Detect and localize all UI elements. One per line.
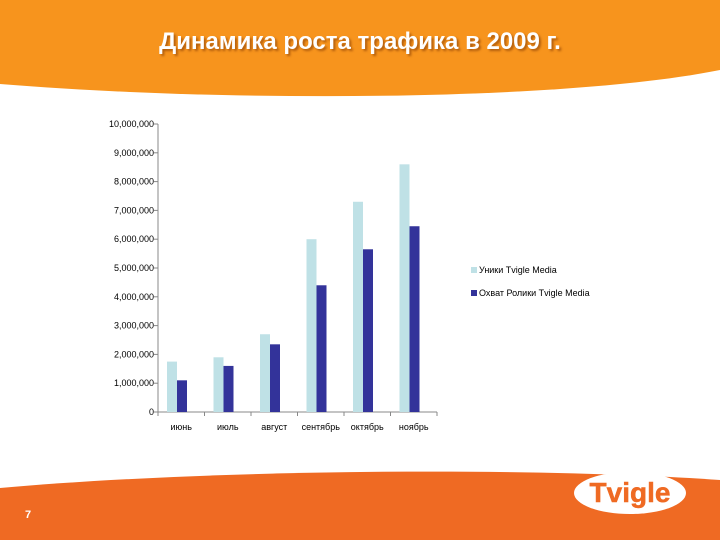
- bar-uniques: [260, 334, 270, 412]
- y-tick-label: 9,000,000: [114, 148, 154, 158]
- y-tick-label: 10,000,000: [109, 119, 154, 129]
- bar-reach: [409, 226, 420, 412]
- y-tick-label: 1,000,000: [114, 378, 154, 388]
- y-tick-label: 6,000,000: [114, 234, 154, 244]
- y-tick-label: 4,000,000: [114, 292, 154, 302]
- tvigle-logo: Tvigle: [574, 472, 686, 514]
- legend-swatch: [471, 290, 477, 296]
- header-band: [0, 0, 720, 97]
- bar-uniques: [306, 239, 317, 412]
- bar-uniques: [167, 361, 177, 412]
- y-tick-label: 0: [149, 407, 154, 417]
- bar-uniques: [399, 164, 410, 412]
- x-tick-label: август: [261, 422, 287, 432]
- bar-reach: [316, 285, 327, 412]
- legend-label: Уники Tvigle Media: [479, 265, 557, 275]
- bar-uniques: [353, 201, 363, 412]
- svg-text:Tvigle: Tvigle: [590, 477, 671, 508]
- bar-reach: [363, 249, 373, 412]
- legend-label: Охват Ролики Tvigle Media: [479, 288, 590, 298]
- x-tick-label: ноябрь: [399, 422, 429, 432]
- bar-reach: [270, 344, 280, 412]
- bar-reach: [223, 365, 234, 412]
- y-tick-label: 3,000,000: [114, 321, 154, 331]
- x-tick-label: октябрь: [351, 422, 384, 432]
- page-number: 7: [25, 509, 32, 521]
- footer-band: [0, 471, 720, 540]
- y-tick-label: 7,000,000: [114, 205, 154, 215]
- x-tick-label: сентябрь: [302, 422, 341, 432]
- bar-uniques: [213, 357, 224, 412]
- x-tick-label: июнь: [171, 422, 193, 432]
- y-tick-label: 8,000,000: [114, 177, 154, 187]
- y-tick-label: 2,000,000: [114, 349, 154, 359]
- y-tick-label: 5,000,000: [114, 263, 154, 273]
- slide-title: Динамика роста трафика в 2009 г.: [159, 28, 561, 55]
- x-tick-label: июль: [217, 422, 239, 432]
- legend-swatch: [471, 267, 477, 273]
- bar-reach: [177, 380, 187, 412]
